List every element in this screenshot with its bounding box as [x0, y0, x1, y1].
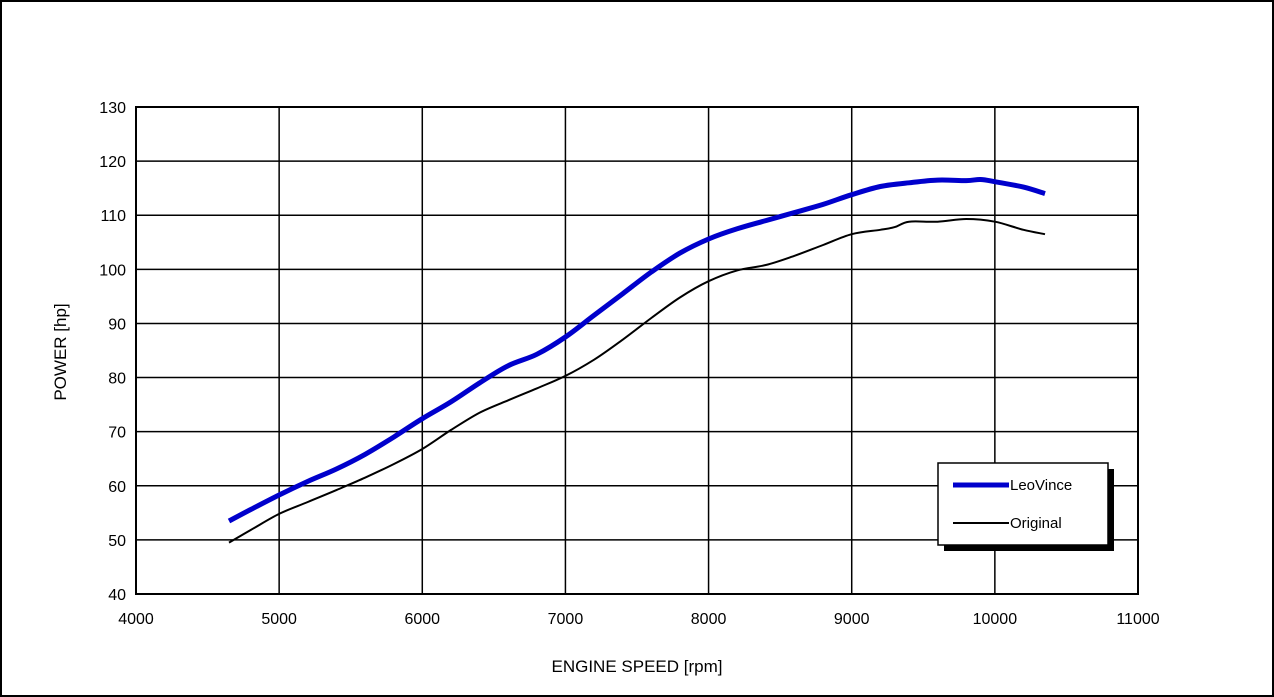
- y-axis-title: POWER [hp]: [51, 303, 70, 400]
- series-line-leovince: [227, 176, 1046, 524]
- series-line-original: [228, 218, 1046, 544]
- legend-label-leovince: LeoVince: [1010, 477, 1072, 494]
- legend: LeoVince Original: [937, 462, 1114, 551]
- series-lines: [227, 176, 1046, 544]
- y-tick-label: 80: [108, 371, 126, 388]
- x-tick-label: 11000: [1116, 611, 1159, 628]
- x-tick-label: 6000: [404, 611, 440, 628]
- y-tick-label: 100: [99, 262, 126, 279]
- x-axis-ticks: 4000 5000 6000 7000 8000 9000 10000 11000: [118, 611, 1160, 628]
- x-tick-label: 10000: [973, 611, 1018, 628]
- y-tick-label: 120: [99, 154, 126, 171]
- y-tick-label: 110: [100, 208, 126, 225]
- y-tick-label: 40: [108, 587, 126, 604]
- y-tick-label: 130: [99, 100, 126, 117]
- y-tick-label: 70: [108, 425, 126, 442]
- x-tick-label: 5000: [261, 611, 297, 628]
- x-tick-label: 7000: [548, 611, 584, 628]
- x-tick-label: 9000: [834, 611, 870, 628]
- x-tick-label: 4000: [118, 611, 154, 628]
- y-axis-ticks: 40 50 60 70 80 90 100 110 120 130: [99, 100, 126, 604]
- y-tick-label: 50: [108, 533, 126, 550]
- plot-area-border: [135, 106, 1139, 595]
- legend-box: [937, 462, 1109, 546]
- x-tick-label: 8000: [691, 611, 727, 628]
- legend-label-original: Original: [1010, 515, 1062, 532]
- y-tick-label: 60: [108, 479, 126, 496]
- y-tick-label: 90: [108, 316, 126, 333]
- x-axis-title: ENGINE SPEED [rpm]: [552, 657, 723, 676]
